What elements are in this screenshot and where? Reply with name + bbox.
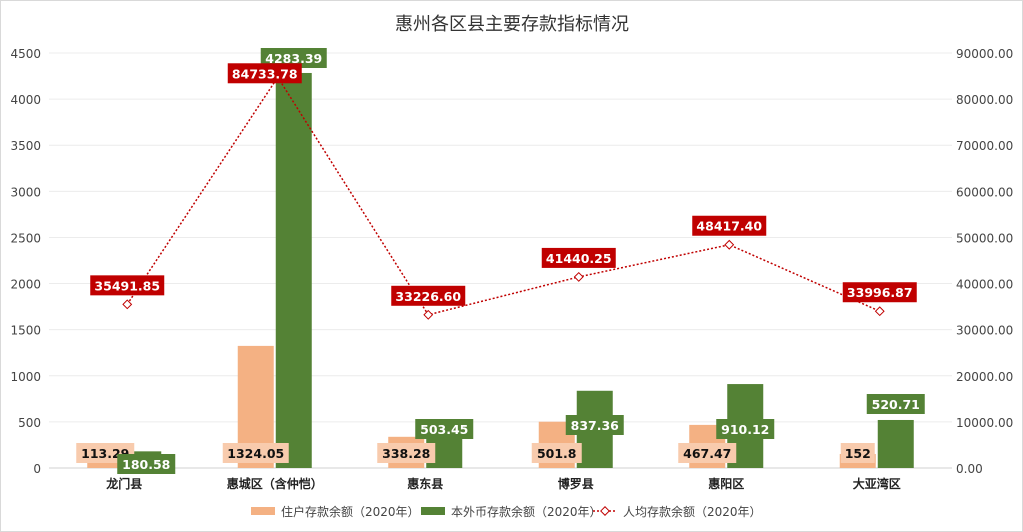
y-right-tick: 50000.00 xyxy=(956,231,1013,245)
label-per-capita-deposit-box xyxy=(842,282,917,303)
bar-total-deposit xyxy=(877,419,914,468)
label-per-capita-deposit-box xyxy=(541,247,616,268)
label-total-deposit: 503.45 xyxy=(420,422,468,437)
line-marker xyxy=(874,306,885,317)
label-per-capita-deposit: 35491.85 xyxy=(94,278,160,293)
label-per-capita-deposit-box xyxy=(90,275,165,296)
y-right-tick: 0.00 xyxy=(956,462,983,476)
label-household-deposit: 467.47 xyxy=(683,446,731,461)
label-per-capita-deposit: 33226.60 xyxy=(395,289,461,304)
legend-swatch-total xyxy=(421,507,445,515)
label-total-deposit: 520.71 xyxy=(872,397,920,412)
label-per-capita-deposit-box xyxy=(227,63,302,84)
x-tick-label: 惠东县 xyxy=(407,476,443,491)
label-household-deposit-box xyxy=(840,443,875,463)
y-left-tick: 0 xyxy=(33,462,41,476)
line-marker xyxy=(122,299,133,310)
x-tick-label: 博罗县 xyxy=(558,476,594,491)
label-per-capita-deposit: 84733.78 xyxy=(232,66,298,81)
y-right-tick: 90000.00 xyxy=(956,47,1013,61)
y-left-tick: 4500 xyxy=(10,47,41,61)
y-left-tick: 4000 xyxy=(10,93,41,107)
legend-marker xyxy=(600,506,610,516)
label-household-deposit: 338.28 xyxy=(382,446,430,461)
label-household-deposit: 152 xyxy=(845,446,871,461)
label-total-deposit-box xyxy=(117,454,176,474)
y-left-tick: 1500 xyxy=(10,324,41,338)
x-tick-label: 惠城区（含仲恺） xyxy=(227,476,323,491)
label-household-deposit: 501.8 xyxy=(537,446,577,461)
bar-total-deposit xyxy=(275,72,312,468)
y-right-tick: 20000.00 xyxy=(956,370,1013,384)
label-per-capita-deposit: 41440.25 xyxy=(546,251,612,266)
legend-label-household: 住户存款余额（2020年） xyxy=(281,504,420,519)
label-total-deposit: 180.58 xyxy=(122,457,170,472)
x-tick-label: 惠阳区 xyxy=(708,476,744,491)
legend-label-per-capita: 人均存款余额（2020年） xyxy=(623,504,762,519)
chart-title: 惠州各区县主要存款指标情况 xyxy=(395,14,629,35)
label-household-deposit-box xyxy=(678,443,737,463)
label-total-deposit-box xyxy=(415,419,474,439)
y-left-tick: 3000 xyxy=(10,185,41,199)
label-per-capita-deposit: 48417.40 xyxy=(696,219,762,234)
y-right-tick: 10000.00 xyxy=(956,416,1013,430)
line-marker xyxy=(724,239,735,250)
label-total-deposit-box xyxy=(260,48,327,68)
label-total-deposit-box xyxy=(866,394,925,414)
label-per-capita-deposit: 33996.87 xyxy=(847,285,913,300)
label-total-deposit: 910.12 xyxy=(721,422,769,437)
label-total-deposit: 837.36 xyxy=(571,418,620,433)
line-marker xyxy=(573,271,584,282)
x-tick-label: 龙门县 xyxy=(106,476,142,491)
y-right-tick: 80000.00 xyxy=(956,93,1013,107)
label-per-capita-deposit-box xyxy=(391,285,466,306)
label-household-deposit: 1324.05 xyxy=(227,446,284,461)
label-household-deposit-box xyxy=(222,443,289,463)
y-right-tick: 60000.00 xyxy=(956,185,1013,199)
y-left-tick: 3500 xyxy=(10,139,41,153)
label-total-deposit-box xyxy=(716,419,775,439)
label-per-capita-deposit-box xyxy=(692,215,767,236)
legend-label-total: 本外币存款余额（2020年） xyxy=(451,504,602,519)
y-left-tick: 500 xyxy=(18,416,41,430)
y-left-tick: 2000 xyxy=(10,278,41,292)
label-household-deposit-box xyxy=(531,443,582,463)
legend-swatch-household xyxy=(251,507,275,515)
line-marker xyxy=(423,309,434,320)
label-total-deposit: 4283.39 xyxy=(265,51,322,66)
y-left-tick: 2500 xyxy=(10,231,41,245)
y-left-tick: 1000 xyxy=(10,370,41,384)
label-total-deposit-box xyxy=(565,415,624,435)
line-per-capita-deposit xyxy=(126,75,881,316)
y-right-tick: 40000.00 xyxy=(956,278,1013,292)
y-right-tick: 30000.00 xyxy=(956,324,1013,338)
y-right-tick: 70000.00 xyxy=(956,139,1013,153)
label-household-deposit-box xyxy=(377,443,436,463)
x-tick-label: 大亚湾区 xyxy=(853,476,901,491)
